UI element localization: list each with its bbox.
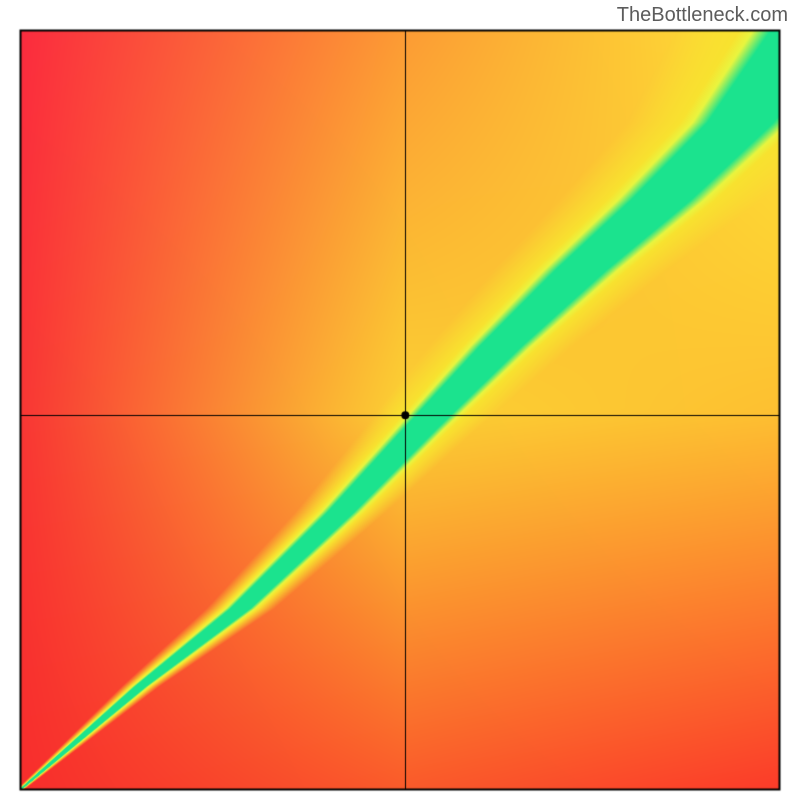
watermark-text: TheBottleneck.com [617,4,788,27]
bottleneck-heatmap [0,0,800,800]
